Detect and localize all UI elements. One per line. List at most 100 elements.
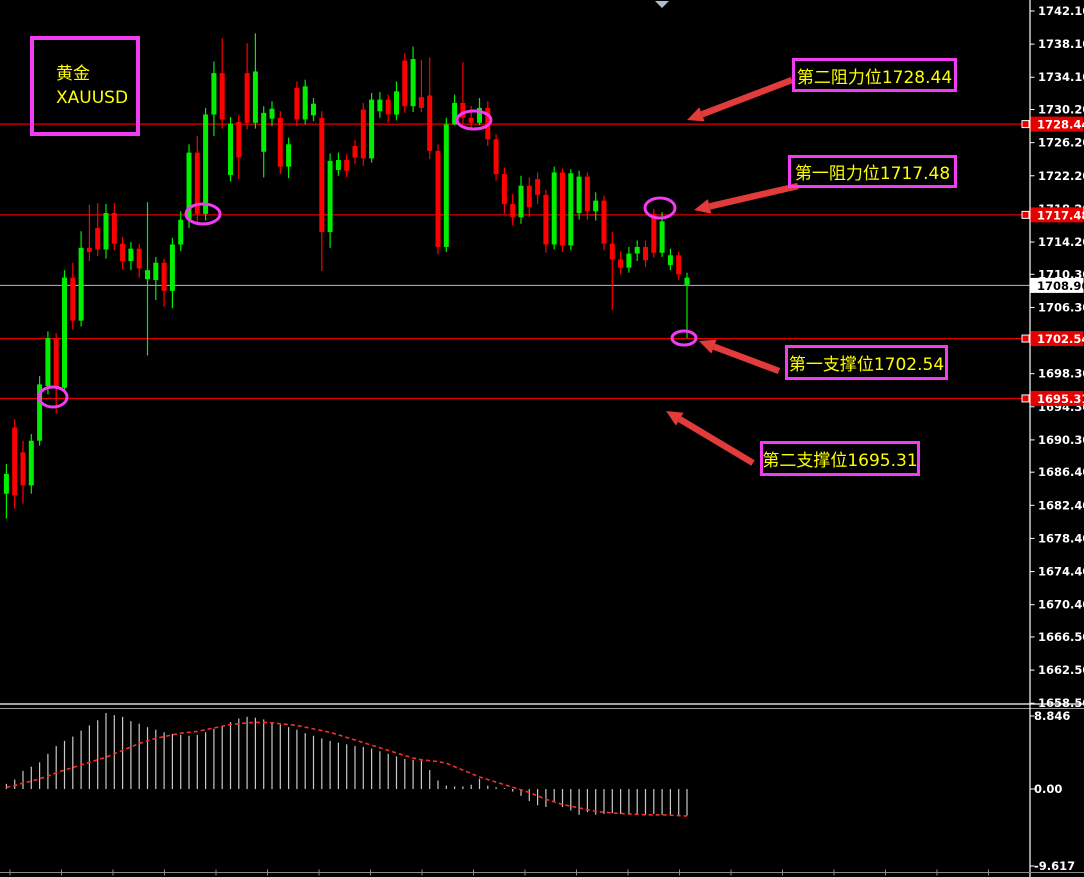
candle-body (269, 108, 275, 119)
chart-shift-marker-icon[interactable] (655, 1, 669, 8)
price-tick-label: 1710.30 (1038, 267, 1084, 281)
candle-body (535, 179, 541, 195)
candle-body (194, 152, 200, 214)
candle-body (435, 150, 441, 247)
price-tick-label: 1738.10 (1038, 37, 1084, 51)
label-support-1-text: 第一支撑位1702.54 (788, 355, 945, 375)
level-price-badge-bg (1030, 331, 1084, 347)
highlight-ellipse[interactable] (37, 385, 69, 409)
highlight-ellipse[interactable] (184, 202, 222, 226)
candle-body (593, 200, 599, 212)
candle-body (78, 247, 84, 321)
price-tick-label: 1682.40 (1038, 498, 1084, 512)
candle-body (236, 121, 242, 158)
candle-body (543, 194, 549, 245)
candle-body (70, 277, 76, 321)
level-price-badge: 1702.54 (1037, 332, 1084, 346)
candle-body (277, 117, 283, 167)
candle-body (609, 243, 615, 260)
candle-body (443, 124, 449, 247)
indicator-zero-label: 0.00 (1034, 782, 1063, 796)
level-price-badge-bg (1030, 390, 1084, 406)
candle-body (352, 145, 358, 158)
label-support-2[interactable]: 第二支撑位1695.31 (760, 441, 920, 476)
indicator-min-label: -9.617 (1034, 859, 1076, 873)
candle-body (211, 73, 217, 115)
price-axis[interactable]: 1742.10 1738.10 1734.10 1730.20 1726.20 1722.… (1030, 4, 1084, 710)
candle-body (327, 160, 333, 233)
annotation-arrow-head[interactable] (694, 199, 712, 214)
candle-body (95, 227, 101, 250)
candle-body (643, 246, 648, 261)
level-price-badge: 1695.31 (1037, 392, 1084, 406)
candle-body (37, 384, 43, 441)
candle-body (186, 152, 192, 220)
candle-body (452, 102, 458, 125)
candle-body (576, 176, 582, 214)
candle-body (427, 95, 433, 151)
candle-body (651, 213, 657, 253)
symbol-title-box[interactable]: 黄金 XAUUSD (30, 36, 140, 136)
candle-body (551, 172, 557, 245)
price-tick-label: 1686.40 (1038, 465, 1084, 479)
symbol-title-cn: 黄金 (56, 64, 90, 84)
candle-body (501, 174, 507, 204)
label-resistance-1[interactable]: 第一阻力位1717.48 (788, 155, 957, 188)
price-tick-label: 1662.50 (1038, 663, 1084, 677)
annotation-arrow-head[interactable] (687, 107, 705, 122)
candle-body (626, 253, 632, 268)
candle-body (667, 255, 673, 266)
candle-body (684, 277, 690, 286)
candle-body (120, 243, 126, 262)
candle-body (335, 160, 341, 170)
highlight-ellipse[interactable] (643, 196, 677, 220)
level-line-end-marker (1021, 120, 1030, 129)
symbol-title-code: XAUUSD (56, 88, 129, 108)
price-tick-label: 1678.40 (1038, 531, 1084, 545)
current-price-badge-bg (1030, 277, 1084, 293)
label-support-2-text: 第二支撑位1695.31 (762, 451, 918, 471)
candle-body (377, 99, 383, 112)
candle-body (460, 102, 466, 118)
candle-body (228, 123, 233, 175)
highlight-ellipse[interactable] (670, 329, 698, 347)
candle-body (203, 114, 209, 214)
annotation-arrow-head[interactable] (699, 339, 717, 354)
price-tick-label: 1698.30 (1038, 367, 1084, 381)
annotation-arrow-shaft[interactable] (700, 76, 794, 118)
label-support-1[interactable]: 第一支撑位1702.54 (785, 345, 948, 380)
level-line-end-marker (1021, 210, 1030, 219)
candle-body (219, 73, 225, 120)
candle-body (493, 139, 499, 175)
label-resistance-2[interactable]: 第二阻力位1728.44 (792, 58, 957, 92)
candle-body (560, 172, 565, 246)
candle-body (145, 270, 150, 280)
candle-body (526, 185, 532, 208)
candle-body (103, 213, 109, 250)
level-line-end-marker (1021, 334, 1030, 343)
annotation-arrow-shaft[interactable] (708, 182, 799, 210)
annotation-arrow-head[interactable] (666, 411, 684, 426)
candle-body (477, 107, 482, 123)
candle-body (344, 160, 350, 171)
price-tick-label: 1722.20 (1038, 169, 1084, 183)
level-price-badge-bg (1030, 116, 1084, 132)
candle-body (510, 203, 516, 218)
candle-body (360, 109, 366, 159)
annotation-arrow-shaft[interactable] (678, 416, 755, 466)
annotation-arrow-shaft[interactable] (712, 343, 781, 375)
candle-body (518, 185, 524, 218)
candle-body (394, 91, 399, 115)
label-resistance-1-text: 第一阻力位1717.48 (794, 164, 951, 184)
candle-body (111, 213, 117, 244)
highlight-ellipse[interactable] (455, 109, 493, 131)
candle-body (261, 112, 267, 152)
candle-body (161, 262, 167, 291)
price-tick-label: 1670.40 (1038, 598, 1084, 612)
level-price-badge: 1717.48 (1037, 208, 1084, 222)
candle-body (86, 247, 92, 252)
candle-body (468, 117, 474, 123)
candle-body (385, 99, 391, 115)
